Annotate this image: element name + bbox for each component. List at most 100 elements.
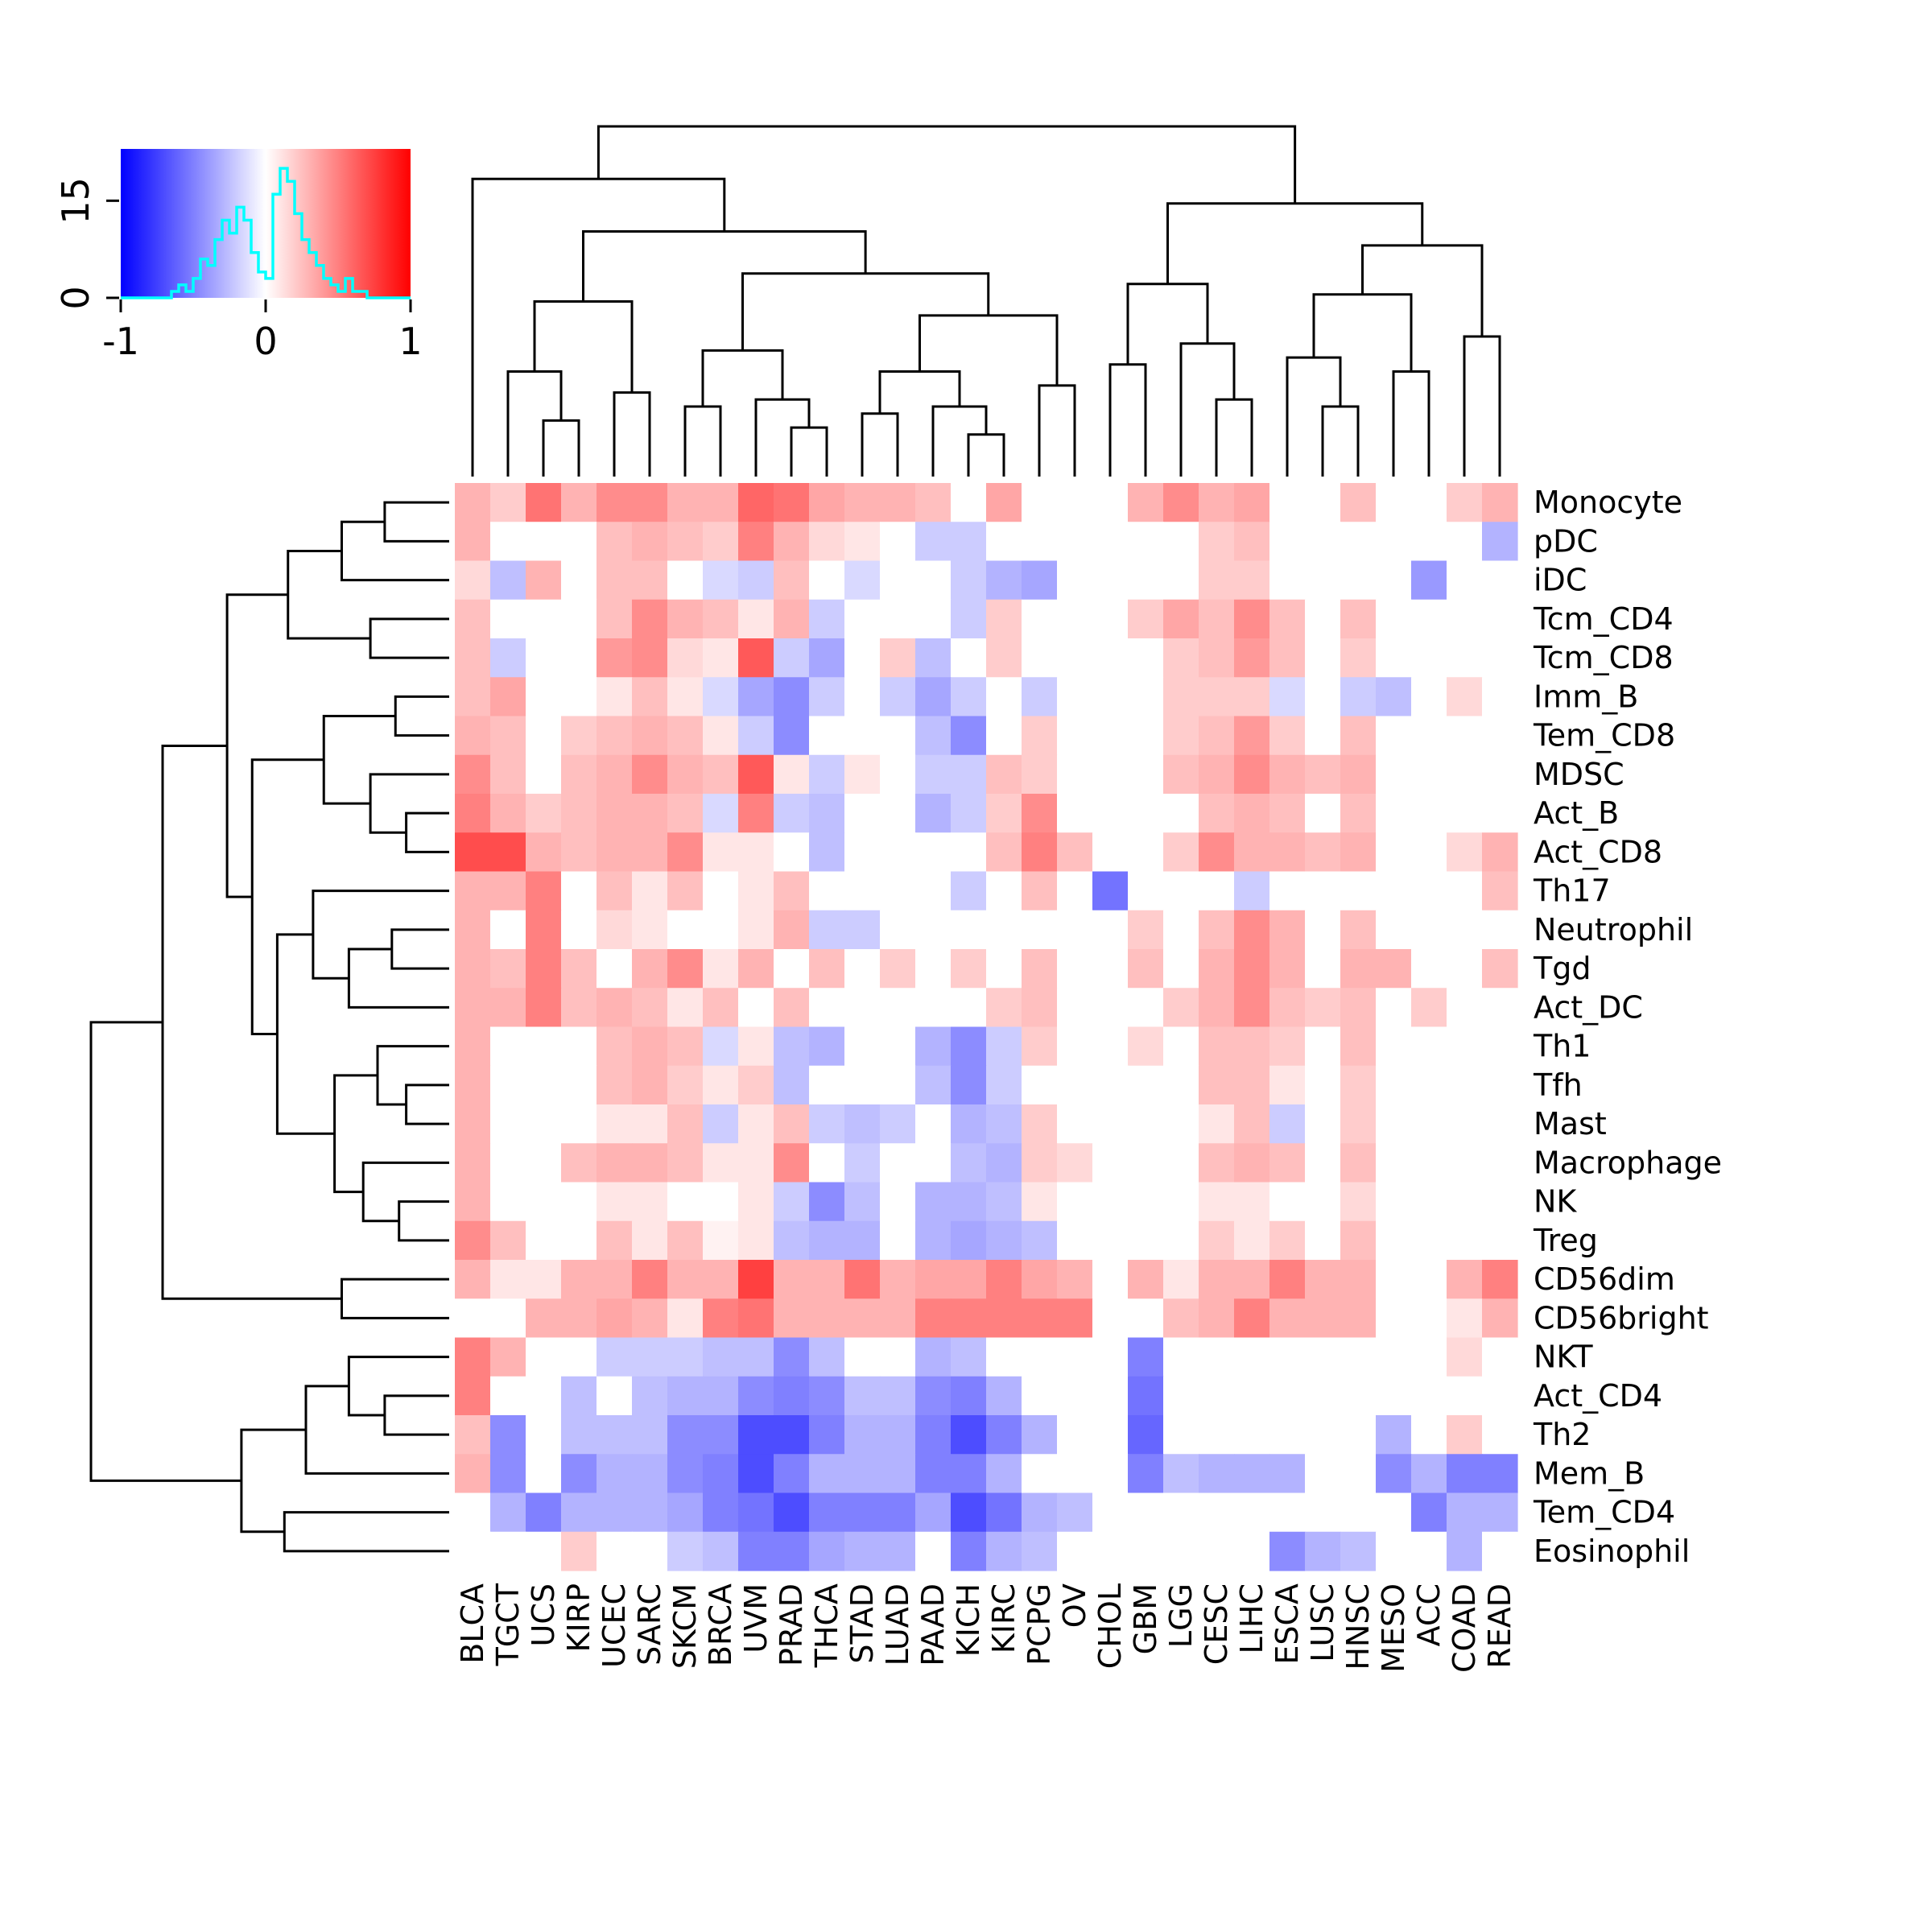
heatmap-cell [1128,599,1164,639]
heatmap-cell [526,1065,562,1105]
heatmap-cell [915,1298,952,1339]
heatmap-cell [774,1531,810,1571]
heatmap-cell [1128,1143,1164,1183]
heatmap-cell [951,483,987,522]
heatmap-cell [1269,754,1306,795]
heatmap-cell [1022,1376,1058,1416]
heatmap-cell [1269,949,1306,989]
heatmap-cell [1057,949,1093,989]
heatmap-cell [526,910,562,950]
heatmap-cell [455,522,491,562]
row-label: Th1 [1533,1029,1591,1064]
heatmap-cell [880,560,916,601]
heatmap-cell [1269,1376,1306,1416]
heatmap-cell [1411,1026,1447,1067]
heatmap-cell [844,483,881,522]
heatmap-cell [986,794,1022,833]
heatmap-cell [1305,716,1341,756]
heatmap-cell [1199,1376,1235,1416]
heatmap-cell [703,1065,739,1105]
heatmap-cell [738,1531,774,1571]
heatmap-cell [844,1065,881,1105]
heatmap-cell [703,1026,739,1067]
heatmap-cell [809,871,845,911]
heatmap-cell [1411,560,1447,601]
heatmap-cell [809,716,845,756]
heatmap-cell [1199,1220,1235,1261]
color-key-y-tick-label: 0 [54,286,97,309]
heatmap-cell [951,871,987,911]
heatmap-cell [455,1415,491,1455]
heatmap-cell [951,1415,987,1455]
heatmap-cell [526,1376,562,1416]
heatmap-cell [1376,988,1412,1028]
heatmap-cell [1269,522,1306,562]
heatmap-cell [986,1104,1022,1144]
heatmap-cell [632,910,668,950]
heatmap-cell [1057,1415,1093,1455]
heatmap-cell [1128,1531,1164,1571]
heatmap-cell [490,1298,526,1339]
heatmap-cell [632,871,668,911]
heatmap-cell [632,1415,668,1455]
heatmap-cell [1305,677,1341,717]
column-label: GBM [1128,1583,1163,1654]
heatmap-cell [1340,638,1377,678]
heatmap-cell [1022,1531,1058,1571]
heatmap-cell [774,871,810,911]
heatmap-cell [1305,949,1341,989]
heatmap-cell [561,910,597,950]
heatmap-cell [1199,1104,1235,1144]
heatmap-cell [1128,988,1164,1028]
heatmap-cell [880,1065,916,1105]
color-key-y-axis: 0 15 [54,177,119,310]
heatmap-cell [526,677,562,717]
heatmap-cell [774,1415,810,1455]
row-label: Tem_CD4 [1533,1495,1675,1530]
heatmap-cell [632,1260,668,1299]
heatmap-cell [1199,949,1235,989]
heatmap-cell [1340,1260,1377,1299]
heatmap-cell [809,1104,845,1144]
heatmap-cell [703,754,739,795]
heatmap-cell [915,1531,952,1571]
heatmap-cell [1411,1531,1447,1571]
heatmap-cell [738,949,774,989]
heatmap-grid [455,483,1518,1571]
row-label: iDC [1534,563,1587,598]
heatmap-cell [1234,949,1270,989]
heatmap-cell [844,1492,881,1533]
heatmap-cell [951,754,987,795]
heatmap-cell [455,988,491,1028]
heatmap-cell [880,1337,916,1377]
heatmap-cell [1340,1026,1377,1067]
column-label: PCPG [1022,1583,1057,1666]
heatmap-cell [1411,949,1447,989]
heatmap-cell [1376,1143,1412,1183]
row-label: Tcm_CD4 [1533,601,1674,637]
heatmap-cell [561,522,597,562]
heatmap-cell [1199,1182,1235,1222]
heatmap-cell [1411,910,1447,950]
heatmap-cell [526,1143,562,1183]
heatmap-cell [1482,1337,1518,1377]
heatmap-cell [809,1026,845,1067]
heatmap-cell [455,560,491,601]
heatmap-cell [1199,1531,1235,1571]
heatmap-cell [561,1026,597,1067]
heatmap-cell [844,1026,881,1067]
heatmap-cell [490,988,526,1028]
heatmap-cell [703,483,739,522]
heatmap-cell [632,1454,668,1494]
heatmap-cell [1092,910,1129,950]
heatmap-cell [703,716,739,756]
heatmap-cell [632,794,668,833]
heatmap-cell [561,638,597,678]
heatmap-cell [1482,832,1518,873]
heatmap-cell [1199,1298,1235,1339]
heatmap-cell [455,1492,491,1533]
heatmap-cell [632,1065,668,1105]
heatmap-cell [915,1182,952,1222]
heatmap-cell [1340,522,1377,562]
heatmap-cell [1199,754,1235,795]
